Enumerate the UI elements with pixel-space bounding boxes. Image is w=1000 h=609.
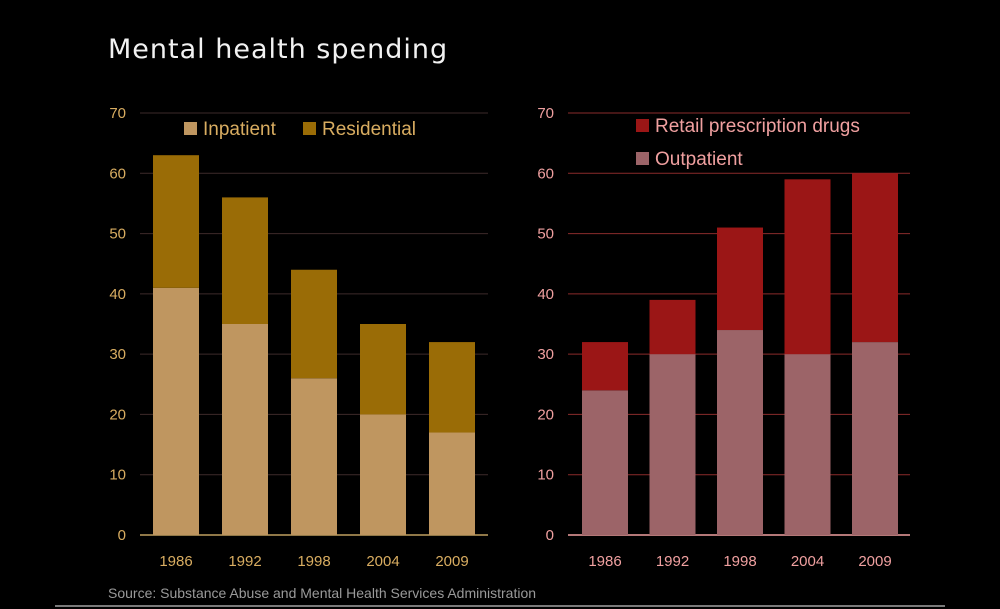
legend-swatch-inpatient	[184, 122, 197, 135]
y-tick-label: 30	[109, 346, 126, 363]
y-tick-label: 10	[109, 467, 126, 484]
bar-retail-prescription-drugs-1992	[649, 299, 696, 355]
bar-retail-prescription-drugs-1986	[582, 342, 628, 391]
bar-retail-prescription-drugs-1998	[717, 227, 763, 331]
y-tick-label: 50	[537, 226, 554, 243]
bar-retail-prescription-drugs-2009	[852, 173, 898, 343]
bottom-divider	[55, 605, 945, 607]
legend-swatch-residential	[303, 122, 316, 135]
bar-outpatient-1986	[582, 390, 628, 535]
x-tick-label: 2009	[858, 553, 891, 570]
left-chart-inpatient-residential: 0 10 20 30 40 50 60 70 1986 1992 1998 2004 2009 Inpat…	[109, 105, 488, 570]
chart-title: Mental health spending	[108, 34, 449, 65]
x-tick-label: 1992	[228, 553, 261, 570]
legend-label: Residential	[322, 119, 416, 140]
legend-label: Outpatient	[655, 149, 743, 170]
bar-outpatient-2009	[852, 342, 898, 535]
bar-residential-1992	[222, 197, 268, 324]
legend-label: Retail prescription drugs	[655, 116, 860, 137]
bar-retail-prescription-drugs-2004	[784, 179, 831, 355]
x-tick-label: 1998	[297, 553, 330, 570]
legend-swatch-retail-prescription-drugs	[636, 119, 649, 132]
bar-residential-1998	[291, 269, 337, 379]
y-tick-label: 70	[537, 105, 554, 122]
y-tick-label: 20	[537, 406, 554, 423]
y-tick-label: 0	[118, 527, 126, 544]
y-tick-label: 10	[537, 467, 554, 484]
bar-inpatient-2009	[429, 432, 475, 535]
x-tick-label: 1998	[723, 553, 756, 570]
x-tick-label: 1992	[656, 553, 689, 570]
y-tick-label: 50	[109, 226, 126, 243]
legend-label: Inpatient	[203, 119, 277, 140]
x-tick-label: 1986	[588, 553, 621, 570]
bar-inpatient-1998	[291, 378, 337, 535]
y-tick-label: 60	[109, 165, 126, 182]
legend-swatch-outpatient	[636, 152, 649, 165]
x-tick-label: 1986	[159, 553, 192, 570]
bar-inpatient-1992	[222, 324, 268, 535]
y-tick-label: 40	[109, 286, 126, 303]
bar-outpatient-1998	[717, 330, 763, 535]
y-tick-label: 40	[537, 286, 554, 303]
bar-inpatient-1986	[153, 287, 199, 535]
source-note: Source: Substance Abuse and Mental Healt…	[108, 585, 537, 601]
bar-residential-1986	[153, 155, 199, 288]
bar-residential-2004	[360, 324, 406, 415]
right-chart-outpatient-retail: 0 10 20 30 40 50 60 70 1986 1992 1998 2004 2009 Retai…	[537, 105, 910, 570]
bar-inpatient-2004	[360, 414, 406, 535]
y-tick-label: 0	[546, 527, 554, 544]
x-tick-label: 2009	[435, 553, 468, 570]
x-tick-label: 2004	[366, 553, 399, 570]
y-tick-label: 30	[537, 346, 554, 363]
x-tick-label: 2004	[791, 553, 824, 570]
y-tick-label: 60	[537, 165, 554, 182]
bar-outpatient-1992	[649, 354, 696, 535]
bar-outpatient-2004	[784, 354, 831, 535]
y-tick-label: 70	[109, 105, 126, 122]
y-tick-label: 20	[109, 406, 126, 423]
bar-residential-2009	[429, 342, 475, 433]
